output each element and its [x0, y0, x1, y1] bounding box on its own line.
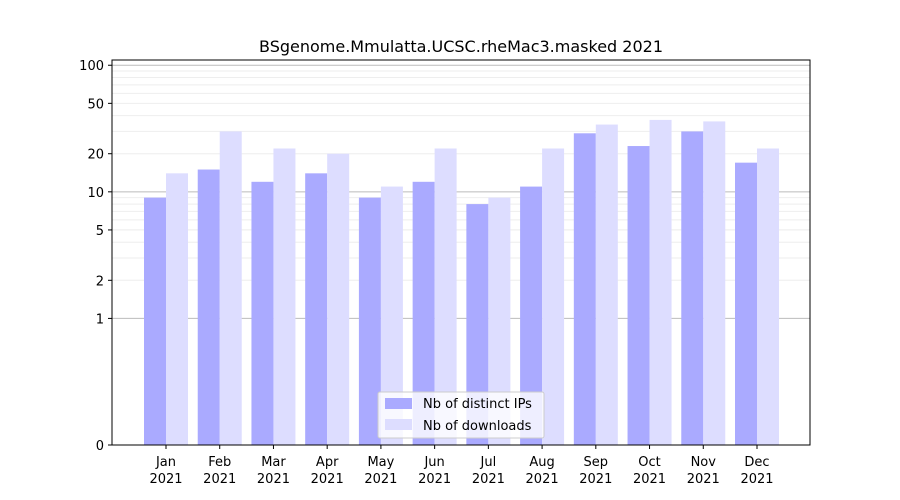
bar-distinct-ips: [358, 197, 381, 445]
x-tick-label-month: Feb: [208, 455, 231, 470]
bar-downloads: [488, 197, 511, 445]
bar-downloads: [327, 153, 350, 446]
legend: Nb of distinct IPs Nb of downloads: [377, 391, 545, 439]
bar-distinct-ips: [466, 204, 489, 445]
x-tick-label-year: 2021: [740, 472, 773, 487]
legend-label-downloads: Nb of downloads: [423, 419, 532, 434]
x-tick-label-month: Jun: [423, 455, 444, 470]
y-tick-label: 0: [96, 439, 104, 454]
x-tick-label-month: Oct: [638, 455, 660, 470]
chart-title: BSgenome.Mmulatta.UCSC.rheMac3.masked 20…: [259, 37, 663, 56]
y-axis: 0 1 2 5 10 20 50 100: [79, 59, 112, 454]
legend-box: [377, 391, 545, 439]
y-tick-label: 2: [96, 274, 104, 289]
x-tick-label-month: Jul: [480, 455, 497, 470]
x-tick-label-month: Nov: [691, 455, 717, 470]
legend-swatch-downloads: [385, 419, 412, 430]
legend-label-distinct-ips: Nb of distinct IPs: [423, 397, 532, 412]
bar-distinct-ips: [197, 169, 220, 445]
x-tick-label-month: Sep: [584, 455, 609, 470]
x-tick-label-year: 2021: [579, 472, 612, 487]
x-tick-label-year: 2021: [149, 472, 182, 487]
bar-downloads: [649, 119, 672, 445]
y-tick-label: 20: [87, 148, 104, 163]
bar-downloads: [595, 124, 618, 445]
bar-downloads: [703, 121, 726, 445]
bar-distinct-ips: [735, 162, 757, 445]
plot-frame: [111, 59, 811, 446]
y-tick-label: 100: [79, 59, 104, 74]
legend-swatch-distinct-ips: [385, 398, 412, 409]
y-tick-label: 1: [96, 312, 104, 327]
bar-downloads: [219, 131, 242, 445]
bar-distinct-ips: [573, 133, 596, 445]
x-tick-label-year: 2021: [311, 472, 344, 487]
x-tick-label-month: Mar: [261, 455, 286, 470]
x-tick-label-year: 2021: [203, 472, 236, 487]
x-tick-label-month: Dec: [744, 455, 769, 470]
x-tick-label-month: May: [367, 455, 394, 470]
x-tick-label-year: 2021: [364, 472, 397, 487]
bar-downloads: [273, 148, 296, 445]
bar-distinct-ips: [681, 131, 704, 445]
bar-downloads: [757, 148, 779, 445]
bars-layer: [144, 119, 779, 446]
bar-distinct-ips: [144, 197, 166, 445]
bar-distinct-ips: [305, 173, 328, 445]
bar-distinct-ips: [412, 181, 435, 445]
bar-distinct-ips: [520, 186, 543, 446]
x-axis: Jan 2021 Feb 2021 Mar 2021 Apr 2021 May 2021 Jun 20…: [149, 445, 774, 487]
bar-downloads: [166, 173, 188, 445]
y-tick-label: 5: [96, 224, 104, 239]
x-tick-label-month: Jan: [155, 455, 176, 470]
x-tick-label-month: Apr: [316, 455, 339, 470]
x-tick-label-year: 2021: [687, 472, 720, 487]
bar-downloads: [542, 148, 565, 445]
bar-distinct-ips: [627, 146, 650, 445]
x-tick-label-year: 2021: [633, 472, 666, 487]
bar-downloads: [380, 186, 403, 446]
x-tick-label-month: Aug: [529, 455, 554, 470]
x-tick-label-year: 2021: [472, 472, 505, 487]
bar-downloads: [434, 148, 457, 445]
y-tick-label: 10: [87, 186, 104, 201]
y-tick-label: 50: [87, 97, 104, 112]
x-tick-label-year: 2021: [257, 472, 290, 487]
x-tick-label-year: 2021: [526, 472, 559, 487]
bar-distinct-ips: [251, 181, 274, 445]
x-tick-label-year: 2021: [418, 472, 451, 487]
